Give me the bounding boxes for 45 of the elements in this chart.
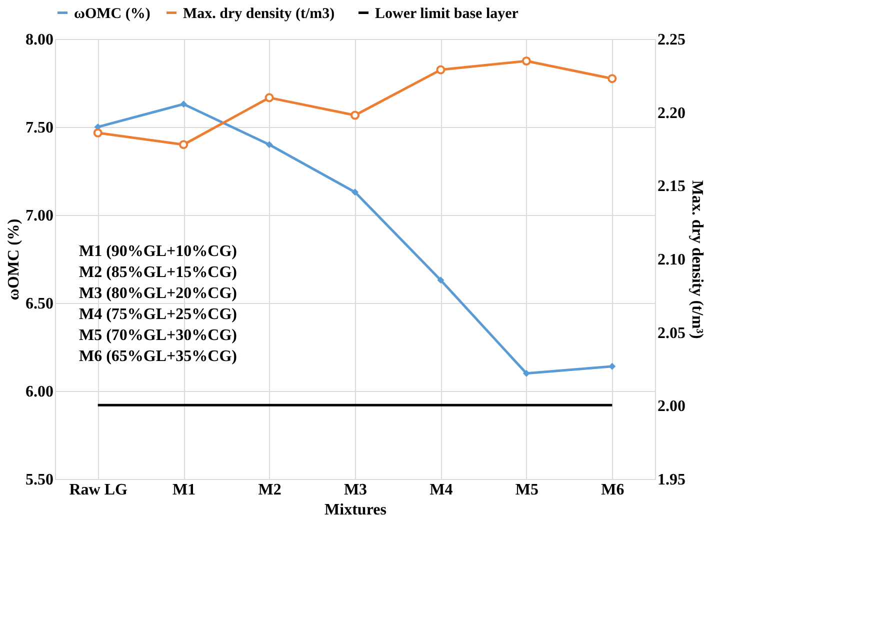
y2-axis-title: Max. dry density (t/m³) <box>688 180 706 339</box>
annotation: M3 (80%GL+20%CG) <box>79 285 237 302</box>
y-tick-label: 7.00 <box>26 208 54 224</box>
annotation: M5 (70%GL+30%CG) <box>79 327 237 344</box>
y2-tick-label: 2.20 <box>658 104 686 122</box>
y2-tick-label: 1.95 <box>658 472 686 488</box>
legend-label: Lower limit base layer <box>375 6 519 22</box>
point <box>179 140 188 150</box>
y-tick-label: 6.50 <box>26 296 54 312</box>
x-tick-label: Raw LG <box>69 482 128 498</box>
point <box>350 110 360 120</box>
legend-label: ωOMC (%) <box>74 6 150 22</box>
y2-tick-label: 2.05 <box>658 324 686 342</box>
annotation: M2 (85%GL+15%CG) <box>79 264 237 281</box>
annotation: M1 (90%GL+10%CG) <box>79 243 237 260</box>
point <box>608 362 616 370</box>
y2-tick-label: 2.15 <box>658 178 686 196</box>
point <box>522 370 530 377</box>
point <box>436 65 446 74</box>
annotation: M6 (65%GL+35%CG) <box>79 348 237 365</box>
point <box>522 56 531 66</box>
annotation: M4 (75%GL+25%CG) <box>79 306 237 323</box>
point <box>93 128 102 138</box>
x-axis-title: Mixtures <box>324 502 386 518</box>
legend-label: Max. dry density (t/m3) <box>183 6 335 22</box>
point <box>180 100 188 108</box>
x-tick-label: M5 <box>515 482 538 498</box>
x-tick-label: M2 <box>258 482 282 498</box>
y-tick-label: 5.50 <box>26 472 54 488</box>
x-tick-label: M4 <box>430 482 453 498</box>
y-tick-label: 8.00 <box>26 32 54 48</box>
x-tick-label: M3 <box>344 482 368 498</box>
point <box>608 74 617 84</box>
y2-tick-label: 2.00 <box>658 398 686 416</box>
y-tick-label: 7.50 <box>26 120 54 136</box>
y-axis-title: ωOMC (%) <box>6 218 22 300</box>
point <box>351 188 359 196</box>
point <box>437 276 444 284</box>
y-tick-label: 6.00 <box>26 384 54 400</box>
y2-tick-label: 2.25 <box>658 32 686 48</box>
point <box>264 93 274 102</box>
y2-tick-label: 2.10 <box>658 252 686 268</box>
point <box>266 141 273 148</box>
x-tick-label: M6 <box>601 482 624 498</box>
x-tick-label: M1 <box>172 482 196 498</box>
